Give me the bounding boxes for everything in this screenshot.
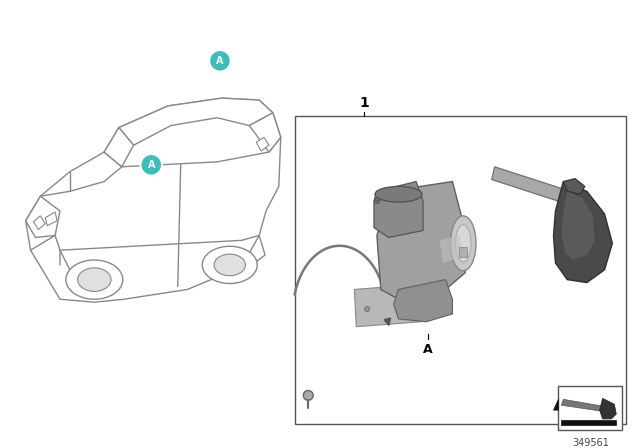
Polygon shape xyxy=(600,398,616,419)
Polygon shape xyxy=(394,280,452,322)
Ellipse shape xyxy=(377,194,383,198)
Ellipse shape xyxy=(66,260,123,299)
Ellipse shape xyxy=(214,254,245,276)
Bar xyxy=(460,247,467,257)
Circle shape xyxy=(365,306,369,311)
Polygon shape xyxy=(33,216,45,229)
Ellipse shape xyxy=(404,190,410,194)
Ellipse shape xyxy=(386,190,392,195)
Polygon shape xyxy=(440,236,462,263)
Polygon shape xyxy=(250,113,281,152)
Ellipse shape xyxy=(375,186,422,202)
Text: 349561: 349561 xyxy=(572,438,609,448)
Polygon shape xyxy=(492,167,570,204)
Polygon shape xyxy=(561,420,616,425)
Ellipse shape xyxy=(409,191,415,196)
Ellipse shape xyxy=(392,189,397,194)
Polygon shape xyxy=(377,181,465,299)
Polygon shape xyxy=(355,284,420,327)
Ellipse shape xyxy=(374,198,380,203)
Polygon shape xyxy=(561,399,609,412)
Ellipse shape xyxy=(375,196,381,201)
Circle shape xyxy=(209,50,230,72)
Text: A: A xyxy=(216,56,223,66)
Polygon shape xyxy=(554,181,612,283)
Circle shape xyxy=(140,154,162,176)
Ellipse shape xyxy=(413,193,419,198)
Polygon shape xyxy=(26,98,281,302)
Polygon shape xyxy=(563,179,585,194)
Polygon shape xyxy=(561,191,595,260)
Polygon shape xyxy=(26,196,60,237)
Ellipse shape xyxy=(77,268,111,291)
Ellipse shape xyxy=(202,246,257,284)
Polygon shape xyxy=(104,128,134,167)
Text: A: A xyxy=(423,343,433,357)
Circle shape xyxy=(303,391,313,401)
Text: 1: 1 xyxy=(359,96,369,110)
Polygon shape xyxy=(374,181,423,237)
Polygon shape xyxy=(256,138,269,151)
Bar xyxy=(296,116,626,424)
Text: A: A xyxy=(147,160,155,170)
Bar xyxy=(559,386,622,430)
Polygon shape xyxy=(554,399,559,410)
Ellipse shape xyxy=(381,191,387,196)
Ellipse shape xyxy=(398,189,404,194)
Polygon shape xyxy=(45,212,57,226)
Ellipse shape xyxy=(451,216,476,271)
Ellipse shape xyxy=(456,225,471,262)
Polygon shape xyxy=(119,98,273,145)
